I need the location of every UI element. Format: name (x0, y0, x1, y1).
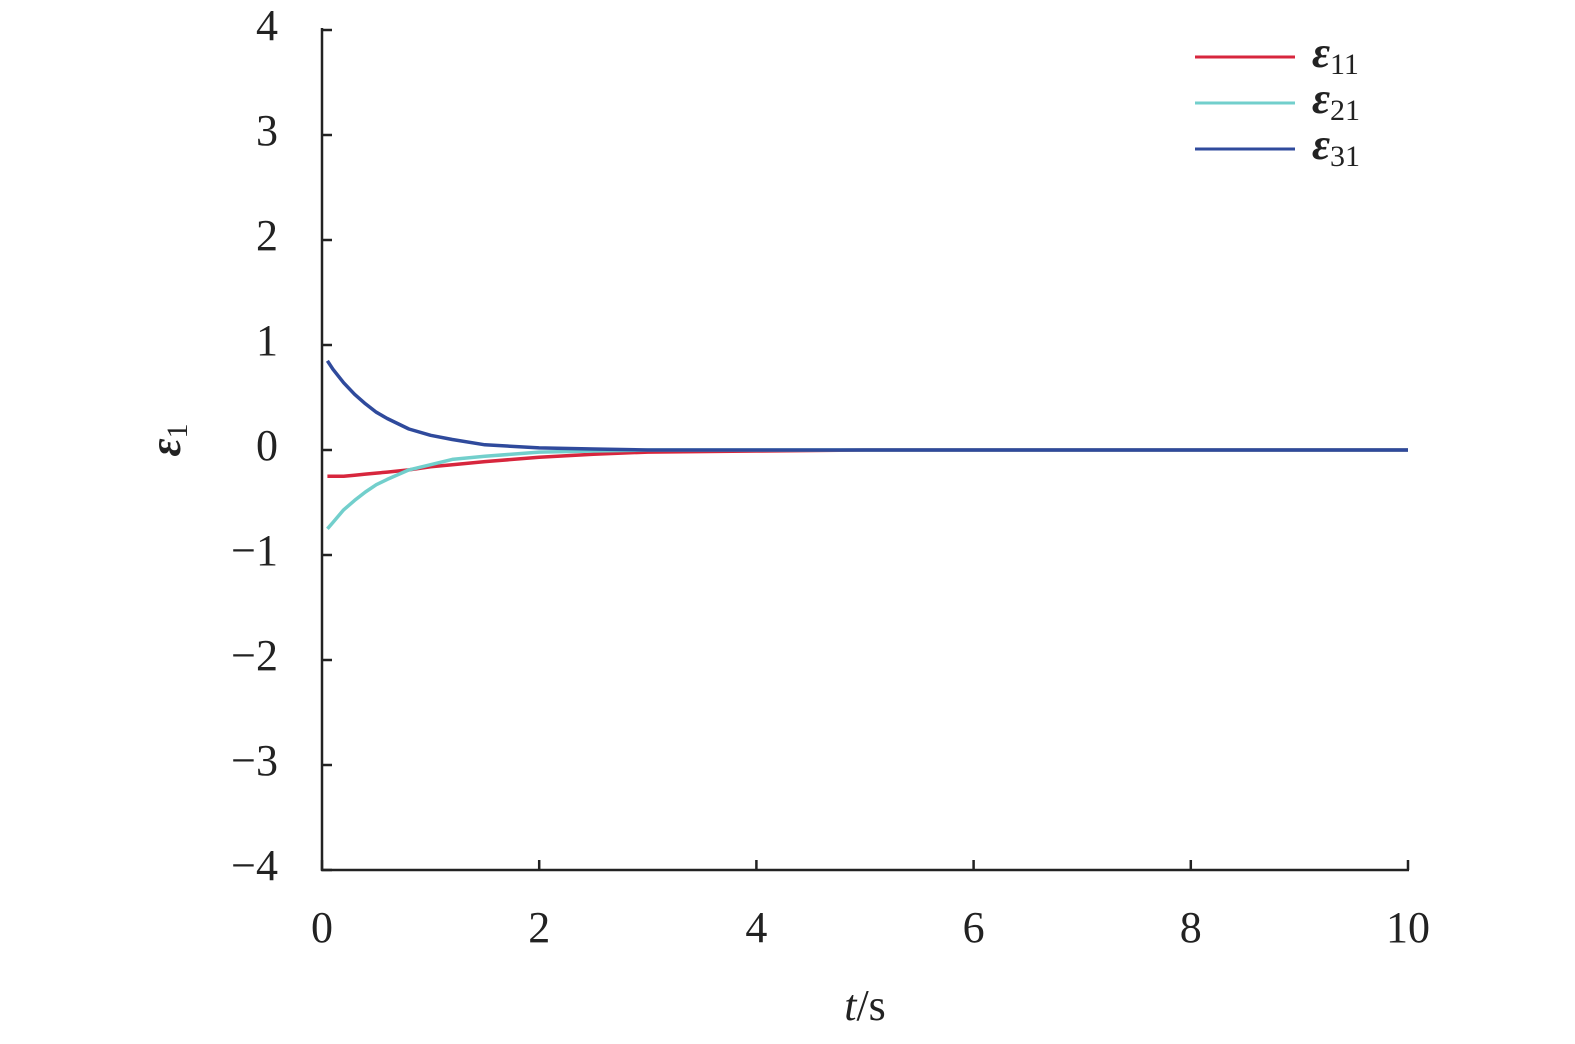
series-line (327, 448, 1408, 479)
legend-label: ε31 (1312, 120, 1360, 173)
x-tick-label: 0 (311, 903, 333, 952)
x-axis-label: t/s (844, 981, 886, 1030)
y-tick-label: 3 (256, 106, 278, 155)
y-tick-label: −4 (231, 841, 278, 890)
y-tick-label: 0 (256, 421, 278, 470)
x-tick-label: 6 (963, 903, 985, 952)
y-tick-label: 4 (256, 1, 278, 50)
y-tick-label: 1 (256, 316, 278, 365)
y-tick-label: −1 (231, 526, 278, 575)
x-tick-label: 10 (1386, 903, 1430, 952)
series-line (325, 359, 1408, 452)
x-tick-label: 2 (528, 903, 550, 952)
legend-label: ε11 (1312, 28, 1359, 81)
x-tick-label: 4 (745, 903, 767, 952)
y-tick-label: −3 (231, 736, 278, 785)
x-tick-label: 8 (1180, 903, 1202, 952)
legend-label: ε21 (1312, 74, 1360, 127)
y-tick-label: −2 (231, 631, 278, 680)
y-axis-label: ε1 (141, 423, 194, 456)
y-tick-label: 2 (256, 211, 278, 260)
